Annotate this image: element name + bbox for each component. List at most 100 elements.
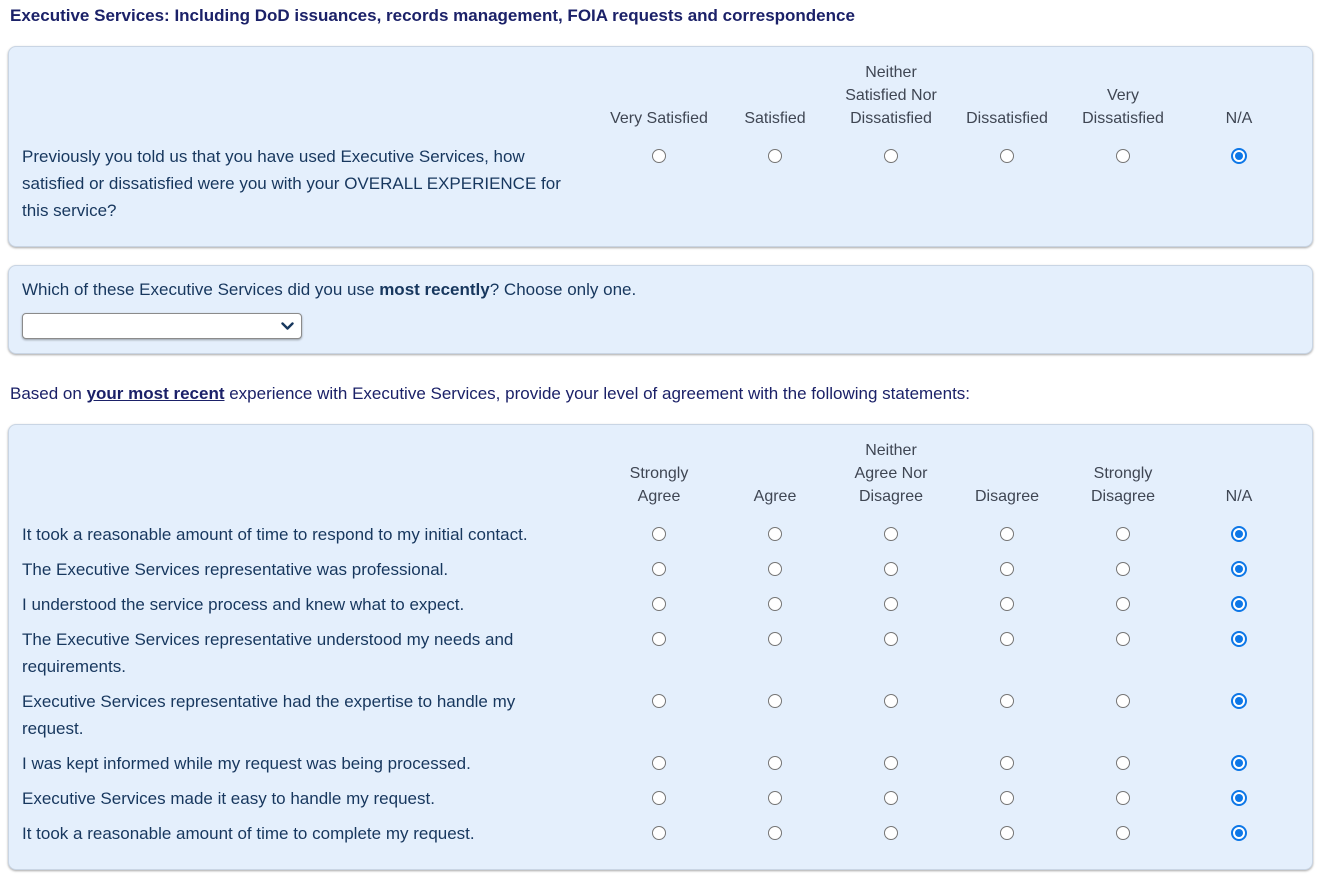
column-header-n-a: N/A (1225, 110, 1253, 127)
statement-text: Previously you told us that you have use… (22, 147, 561, 220)
matrix-row: It took a reasonable amount of time to c… (22, 820, 1299, 855)
radio-cell (949, 556, 1065, 583)
column-header-dissatisfied: Dissatisfied (966, 110, 1048, 127)
radio-cell (717, 556, 833, 583)
radio-neither-agree-nor-disagree[interactable] (884, 756, 898, 770)
statement-text: I understood the service process and kne… (22, 595, 465, 614)
radio-disagree[interactable] (1000, 597, 1014, 611)
column-header-agree: Agree (753, 488, 797, 505)
radio-n-a[interactable] (1231, 631, 1247, 647)
radio-n-a[interactable] (1231, 755, 1247, 771)
radio-cell (601, 556, 717, 583)
radio-n-a[interactable] (1231, 148, 1247, 164)
radio-strongly-agree[interactable] (652, 791, 666, 805)
radio-cell (601, 143, 717, 224)
radio-neither-agree-nor-disagree[interactable] (884, 527, 898, 541)
radio-agree[interactable] (768, 756, 782, 770)
radio-cell (949, 626, 1065, 680)
radio-cell (833, 688, 949, 742)
radio-cell (1065, 143, 1181, 224)
radio-cell (717, 626, 833, 680)
radio-cell (833, 143, 949, 224)
radio-cell (717, 591, 833, 618)
statement-text: Executive Services representative had th… (22, 692, 516, 738)
matrix-row: Previously you told us that you have use… (22, 143, 1299, 232)
radio-cell (601, 688, 717, 742)
radio-strongly-disagree[interactable] (1116, 791, 1130, 805)
radio-cell (949, 521, 1065, 548)
radio-strongly-disagree[interactable] (1116, 597, 1130, 611)
radio-strongly-agree[interactable] (652, 756, 666, 770)
radio-strongly-disagree[interactable] (1116, 826, 1130, 840)
radio-strongly-agree[interactable] (652, 694, 666, 708)
radio-neither-agree-nor-disagree[interactable] (884, 694, 898, 708)
radio-n-a[interactable] (1231, 693, 1247, 709)
matrix-row: I was kept informed while my request was… (22, 750, 1299, 785)
column-header-satisfied: Satisfied (744, 110, 806, 127)
intro-emphasis: your most recent (86, 384, 225, 403)
radio-strongly-agree[interactable] (652, 826, 666, 840)
radio-n-a[interactable] (1231, 561, 1247, 577)
radio-disagree[interactable] (1000, 756, 1014, 770)
statement-text: The Executive Services representative wa… (22, 560, 449, 579)
radio-cell (601, 521, 717, 548)
radio-n-a[interactable] (1231, 790, 1247, 806)
matrix-row: It took a reasonable amount of time to r… (22, 521, 1299, 556)
radio-agree[interactable] (768, 694, 782, 708)
radio-cell (1065, 688, 1181, 742)
radio-neither-agree-nor-disagree[interactable] (884, 562, 898, 576)
radio-strongly-agree[interactable] (652, 562, 666, 576)
statement-text: It took a reasonable amount of time to c… (22, 824, 475, 843)
radio-cell (949, 591, 1065, 618)
radio-satisfied[interactable] (768, 149, 782, 163)
column-header-very-dissatisfied: Very Dissatisfied (1082, 87, 1164, 127)
radio-disagree[interactable] (1000, 632, 1014, 646)
radio-neither-agree-nor-disagree[interactable] (884, 791, 898, 805)
radio-cell (717, 521, 833, 548)
radio-cell (1181, 143, 1297, 224)
radio-agree[interactable] (768, 527, 782, 541)
radio-dissatisfied[interactable] (1000, 149, 1014, 163)
intro-suffix: experience with Executive Services, prov… (224, 384, 971, 403)
radio-cell (601, 591, 717, 618)
radio-strongly-disagree[interactable] (1116, 694, 1130, 708)
radio-n-a[interactable] (1231, 825, 1247, 841)
radio-strongly-agree[interactable] (652, 632, 666, 646)
radio-agree[interactable] (768, 597, 782, 611)
radio-very-dissatisfied[interactable] (1116, 149, 1130, 163)
radio-disagree[interactable] (1000, 826, 1014, 840)
radio-cell (1065, 750, 1181, 777)
radio-cell (949, 143, 1065, 224)
radio-agree[interactable] (768, 632, 782, 646)
column-header-strongly-disagree: Strongly Disagree (1090, 465, 1156, 505)
radio-neither-agree-nor-disagree[interactable] (884, 597, 898, 611)
radio-n-a[interactable] (1231, 596, 1247, 612)
radio-disagree[interactable] (1000, 562, 1014, 576)
radio-n-a[interactable] (1231, 526, 1247, 542)
radio-disagree[interactable] (1000, 527, 1014, 541)
radio-agree[interactable] (768, 562, 782, 576)
radio-disagree[interactable] (1000, 791, 1014, 805)
radio-very-satisfied[interactable] (652, 149, 666, 163)
column-header-disagree: Disagree (974, 488, 1040, 505)
radio-cell (717, 820, 833, 847)
radio-cell (1181, 556, 1297, 583)
radio-strongly-disagree[interactable] (1116, 632, 1130, 646)
radio-strongly-agree[interactable] (652, 597, 666, 611)
radio-strongly-agree[interactable] (652, 527, 666, 541)
radio-neither-agree-nor-disagree[interactable] (884, 826, 898, 840)
radio-cell (1181, 820, 1297, 847)
statement-text: Executive Services made it easy to handl… (22, 789, 435, 808)
radio-cell (1181, 591, 1297, 618)
radio-cell (833, 591, 949, 618)
radio-agree[interactable] (768, 826, 782, 840)
radio-strongly-disagree[interactable] (1116, 527, 1130, 541)
radio-disagree[interactable] (1000, 694, 1014, 708)
radio-agree[interactable] (768, 791, 782, 805)
radio-neither-agree-nor-disagree[interactable] (884, 632, 898, 646)
radio-neither-satisfied-nor-dissatisfied[interactable] (884, 149, 898, 163)
radio-strongly-disagree[interactable] (1116, 756, 1130, 770)
radio-strongly-disagree[interactable] (1116, 562, 1130, 576)
service-dropdown[interactable] (22, 313, 302, 339)
statement-text: It took a reasonable amount of time to r… (22, 525, 528, 544)
